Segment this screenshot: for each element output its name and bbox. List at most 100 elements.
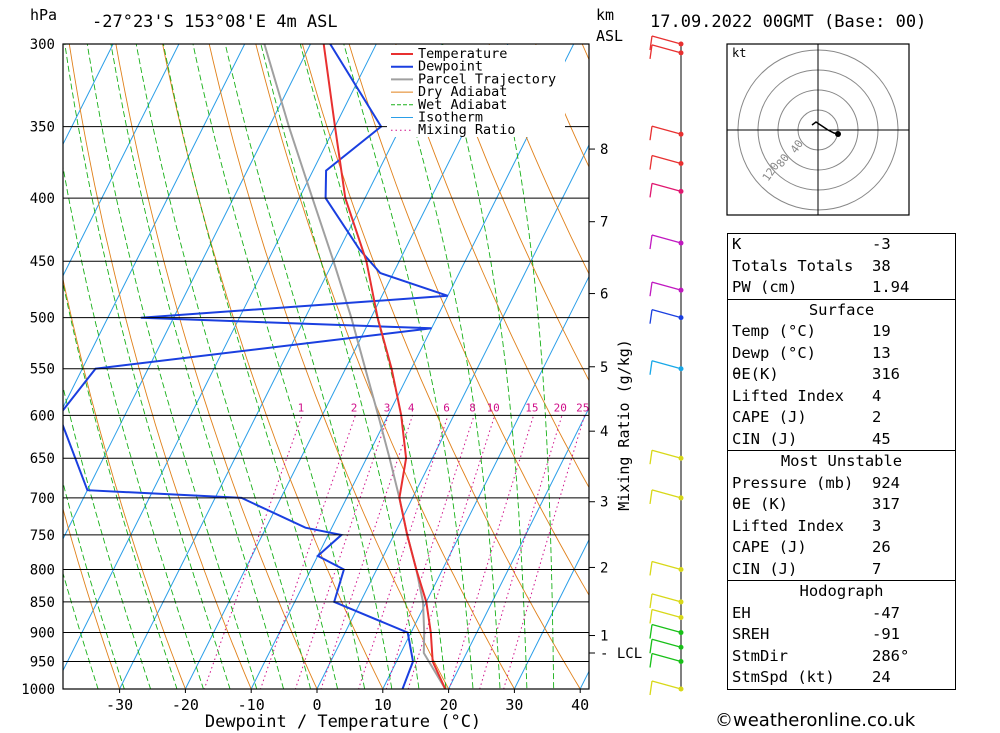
- row-value: 24: [872, 668, 891, 686]
- row-value: -91: [872, 625, 900, 643]
- wind-barb-flag: [649, 624, 653, 639]
- wind-barb-dot: [678, 287, 684, 293]
- most-unstable-title: Most Unstable: [780, 452, 903, 470]
- pressure-tick-label: 600: [30, 408, 55, 424]
- wet-adiabat-line: [391, 44, 501, 689]
- row-value: 286°: [872, 646, 910, 665]
- pressure-tick-label: 1000: [21, 682, 55, 698]
- wind-barb-dot: [678, 644, 684, 650]
- wet-adiabat-line: [442, 44, 528, 689]
- mixing-ratio-label: 20: [554, 401, 567, 414]
- wind-barb-staff: [651, 593, 682, 603]
- dry-adiabat-line: [162, 44, 384, 689]
- wet-adiabat-line: [260, 44, 420, 689]
- row-key: θE(K): [732, 365, 779, 383]
- row-key: Dewp (°C): [732, 343, 816, 362]
- pressure-unit-label: hPa: [30, 6, 58, 24]
- wind-barb-staff: [651, 638, 682, 648]
- mixing-ratio-label: 1: [298, 401, 305, 414]
- lcl-label: - LCL: [600, 646, 642, 662]
- dry-adiabat-line: [301, 44, 581, 689]
- dewpoint-line: [63, 44, 449, 689]
- wet-adiabat-line: [224, 44, 393, 689]
- km-tick-label: 5: [600, 360, 608, 376]
- row-key: Lifted Index: [732, 386, 844, 405]
- pressure-tick-label: 500: [30, 311, 55, 327]
- table-row: θE (K) 317: [728, 494, 955, 516]
- row-key: StmSpd (kt): [732, 668, 835, 686]
- table-row: Temp (°C) 19: [728, 321, 955, 343]
- table-row: CAPE (J) 2: [728, 407, 955, 429]
- wet-adiabat-line: [299, 44, 447, 689]
- wet-adiabat-line: [162, 44, 339, 689]
- wind-barb-dot: [678, 455, 684, 461]
- x-tick-label: 0: [312, 696, 321, 714]
- pressure-tick-label: 850: [30, 595, 55, 611]
- row-value: -47: [872, 603, 900, 622]
- table-row: θE(K) 316: [728, 364, 955, 386]
- wet-adiabat-line: [86, 44, 258, 689]
- wind-barb-staff: [651, 680, 682, 690]
- mixing-ratio-label: 3: [384, 401, 391, 414]
- row-value: 924: [872, 473, 900, 492]
- wind-barb-flag: [649, 450, 653, 465]
- wet-adiabat-line: [63, 481, 125, 689]
- table-row: Dewp (°C) 13: [728, 343, 955, 365]
- temperature-line: [322, 44, 447, 689]
- row-key: PW (cm): [732, 278, 798, 296]
- row-value: 4: [872, 386, 882, 405]
- wind-barb-flag: [649, 653, 653, 668]
- wind-barb-dot: [678, 566, 684, 572]
- credit-label: ©weatheronline.co.uk: [715, 710, 916, 731]
- wind-barb-staff: [651, 35, 682, 45]
- isotherm-line: [184, 44, 509, 689]
- legend-box: [387, 45, 565, 137]
- wind-barb-flag: [649, 126, 653, 141]
- hodograph-ring-label: 80: [774, 151, 792, 169]
- x-tick-label: -20: [172, 696, 199, 714]
- km-tick-label: 1: [600, 629, 608, 645]
- km-tick-label: 7: [600, 215, 608, 231]
- mixing-ratio-label: 6: [443, 401, 450, 414]
- dry-adiabat-line: [441, 44, 589, 382]
- wind-barb-staff: [651, 309, 682, 319]
- pressure-tick-label: 750: [30, 528, 55, 544]
- mixing-ratio-line: [294, 415, 389, 689]
- wind-barb-staff: [651, 281, 682, 291]
- table-row: Pressure (mb) 924: [728, 473, 955, 495]
- row-value: 3: [872, 516, 882, 535]
- x-tick-label: 20: [440, 696, 458, 714]
- wind-barb-flag: [649, 639, 653, 654]
- wind-barb-flag: [649, 609, 653, 624]
- wet-adiabat-line: [63, 571, 99, 689]
- datetime-title: 17.09.2022 00GMT (Base: 00): [650, 12, 927, 32]
- hodograph-ring-label: 40: [788, 137, 806, 155]
- wind-barb-flag: [649, 234, 653, 250]
- x-tick-label: 10: [374, 696, 392, 714]
- row-value: 26: [872, 538, 891, 556]
- isotherm-line: [513, 538, 589, 689]
- mixing-ratio-line: [259, 415, 356, 689]
- location-title: -27°23'S 153°08'E 4m ASL: [92, 12, 338, 32]
- mixing-ratio-line: [503, 415, 586, 689]
- mixing-ratio-label: 10: [487, 401, 500, 414]
- wind-barb-flag: [649, 44, 653, 59]
- legend-label: Temperature: [418, 46, 507, 62]
- km-tick-label: 8: [600, 142, 608, 158]
- wind-barb-dot: [678, 188, 684, 194]
- mixing-ratio-label: 25: [576, 401, 589, 414]
- wind-barb-flag: [649, 593, 653, 609]
- wind-barb-staff: [651, 44, 682, 54]
- mixing-ratio-line: [407, 415, 496, 689]
- wind-barb-dot: [678, 161, 684, 167]
- pressure-tick-label: 300: [30, 37, 55, 53]
- row-value: 1.94: [872, 278, 910, 296]
- row-key: Totals Totals: [732, 256, 854, 275]
- wind-barb-dot: [678, 240, 684, 246]
- table-row: CIN (J) 45: [728, 429, 955, 451]
- wind-barb-dot: [678, 686, 684, 692]
- hodograph-trace: [811, 121, 839, 135]
- km-tick-label: 6: [600, 287, 608, 303]
- row-value: -3: [872, 235, 891, 253]
- isotherm-line: [63, 44, 246, 409]
